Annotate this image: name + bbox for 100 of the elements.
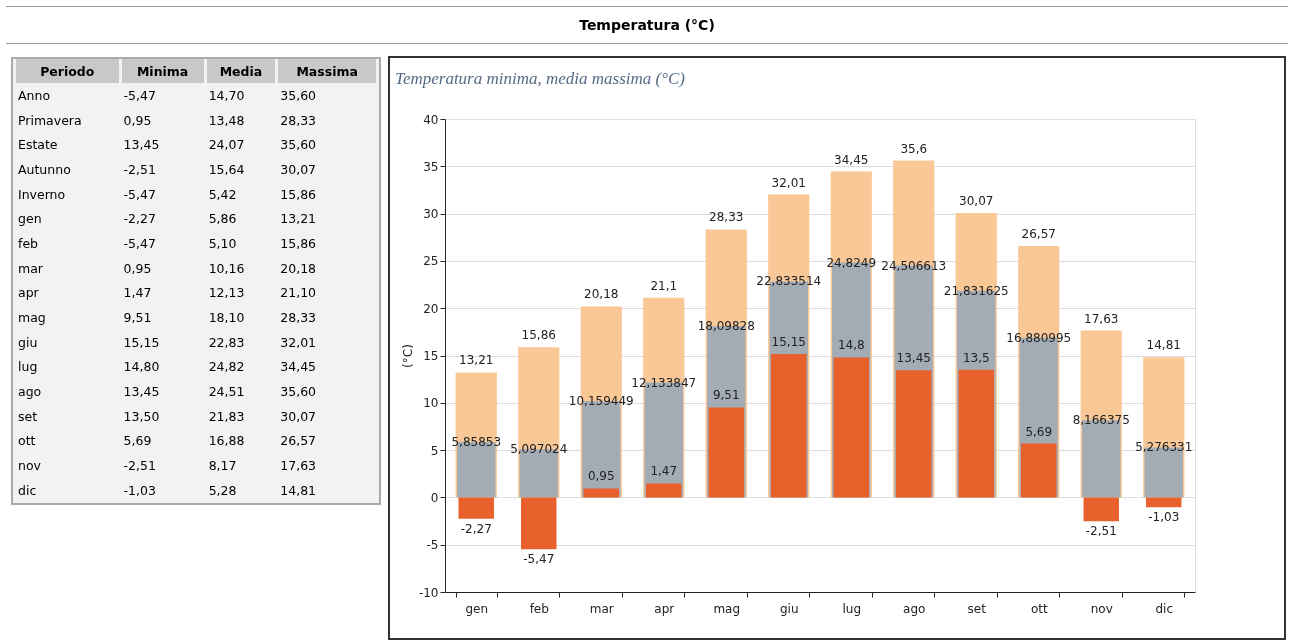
category-label: Autunno [17, 160, 72, 179]
category-label: giu [17, 333, 39, 352]
category-label: nov [17, 457, 42, 476]
data-label: 28,33 [709, 210, 744, 225]
x-tick-label: nov [1090, 601, 1113, 616]
data-label: 17,63 [279, 457, 318, 476]
data-label: 24,51 [207, 383, 246, 402]
data-label: 12,133847 [631, 375, 697, 390]
data-label: 5,69 [122, 432, 153, 451]
data-label: 24,8249 [826, 255, 877, 270]
data-label: -1,03 [122, 481, 157, 500]
x-tick-label: set [967, 601, 987, 616]
data-label: 15,64 [207, 160, 246, 179]
data-label: -2,51 [122, 160, 157, 179]
data-label: 5,85853 [451, 434, 502, 449]
x-tick-label: dic [1155, 601, 1174, 616]
data-label: -5,47 [122, 185, 157, 204]
category-label: Estate [17, 136, 59, 155]
data-label: 5,097024 [510, 442, 568, 457]
data-label: -2,51 [122, 457, 157, 476]
data-label: 35,60 [279, 383, 318, 402]
data-label: 21,831625 [943, 283, 1009, 298]
data-label: -5,47 [122, 234, 157, 253]
series-label: Minima [121, 59, 204, 83]
data-label: 15,86 [279, 234, 318, 253]
data-label: 14,80 [122, 358, 161, 377]
data-label: 14,8 [837, 338, 865, 353]
y-tick-label: 20 [423, 301, 439, 316]
category-label: dic [17, 481, 38, 500]
data-label: 30,07 [279, 160, 318, 179]
data-label: 10,16 [207, 259, 246, 278]
data-label: 10,159449 [568, 394, 634, 409]
x-tick-label: gen [465, 601, 489, 616]
category-label: Primavera [17, 111, 83, 130]
bar [833, 357, 869, 498]
data-label: 13,21 [459, 353, 494, 368]
data-label: -1,03 [1148, 510, 1180, 525]
data-label: 5,86 [207, 210, 238, 229]
data-label: 14,70 [207, 86, 246, 105]
category-label: Inverno [17, 185, 67, 204]
category-label: apr [17, 284, 40, 303]
data-label: 0,95 [587, 469, 615, 484]
category-label: lug [17, 358, 39, 377]
bar [1083, 497, 1119, 522]
bar [708, 407, 744, 498]
data-label: 1,47 [650, 464, 678, 479]
data-label: 15,86 [521, 328, 556, 343]
y-tick-label: 10 [423, 396, 439, 411]
data-label: 18,09828 [697, 319, 755, 334]
bar [1021, 443, 1057, 498]
category-label: ago [17, 383, 43, 402]
y-tick-label: 35 [423, 159, 439, 174]
text: Periodo [16, 59, 119, 83]
data-label: 13,50 [122, 407, 161, 426]
data-label: 32,01 [279, 333, 318, 352]
data-label: 16,880995 [1006, 330, 1072, 345]
x-tick-label: ott [1030, 601, 1048, 616]
data-label: -2,27 [460, 521, 492, 536]
data-label: 5,276331 [1135, 440, 1193, 455]
y-tick-label: 40 [423, 112, 439, 127]
y-tick-label: 30 [423, 207, 439, 222]
y-tick-label: -10 [418, 585, 439, 600]
bar [896, 370, 932, 498]
data-label: 21,1 [650, 278, 678, 293]
y-axis-title: (°C) [400, 344, 415, 368]
data-label: -5,47 [523, 552, 555, 567]
data-label: 15,15 [771, 335, 806, 350]
x-tick-label: mar [589, 601, 614, 616]
data-label: 0,95 [122, 111, 153, 130]
data-label: 5,10 [207, 234, 238, 253]
data-label: 14,81 [279, 481, 318, 500]
bar [771, 354, 807, 498]
data-label: -2,27 [122, 210, 157, 229]
data-label: 8,166375 [1072, 413, 1130, 428]
data-label: 26,57 [1021, 227, 1056, 242]
category-label: mar [17, 259, 44, 278]
data-label: 13,48 [207, 111, 246, 130]
data-label: 1,47 [122, 284, 153, 303]
bar [958, 369, 994, 498]
bar [583, 488, 619, 498]
data-label: 8,17 [207, 457, 238, 476]
data-label: 20,18 [584, 287, 619, 302]
data-label: 22,833514 [756, 274, 822, 289]
data-label: 21,10 [279, 284, 318, 303]
bar [458, 497, 494, 519]
y-tick-label: 5 [430, 443, 439, 458]
data-label: 24,506613 [881, 258, 947, 273]
data-label: 15,86 [279, 185, 318, 204]
data-label: 28,33 [279, 111, 318, 130]
data-label: 5,28 [207, 481, 238, 500]
data-label: 24,07 [207, 136, 246, 155]
bar [1146, 497, 1182, 508]
data-label: 18,10 [207, 309, 246, 328]
data-label: 5,42 [207, 185, 238, 204]
data-label: -5,47 [122, 86, 157, 105]
x-tick-label: lug [842, 601, 862, 616]
category-label: mag [17, 309, 47, 328]
x-tick-label: ago [903, 601, 926, 616]
data-label: 9,51 [122, 309, 153, 328]
data-label: 32,01 [771, 175, 806, 190]
